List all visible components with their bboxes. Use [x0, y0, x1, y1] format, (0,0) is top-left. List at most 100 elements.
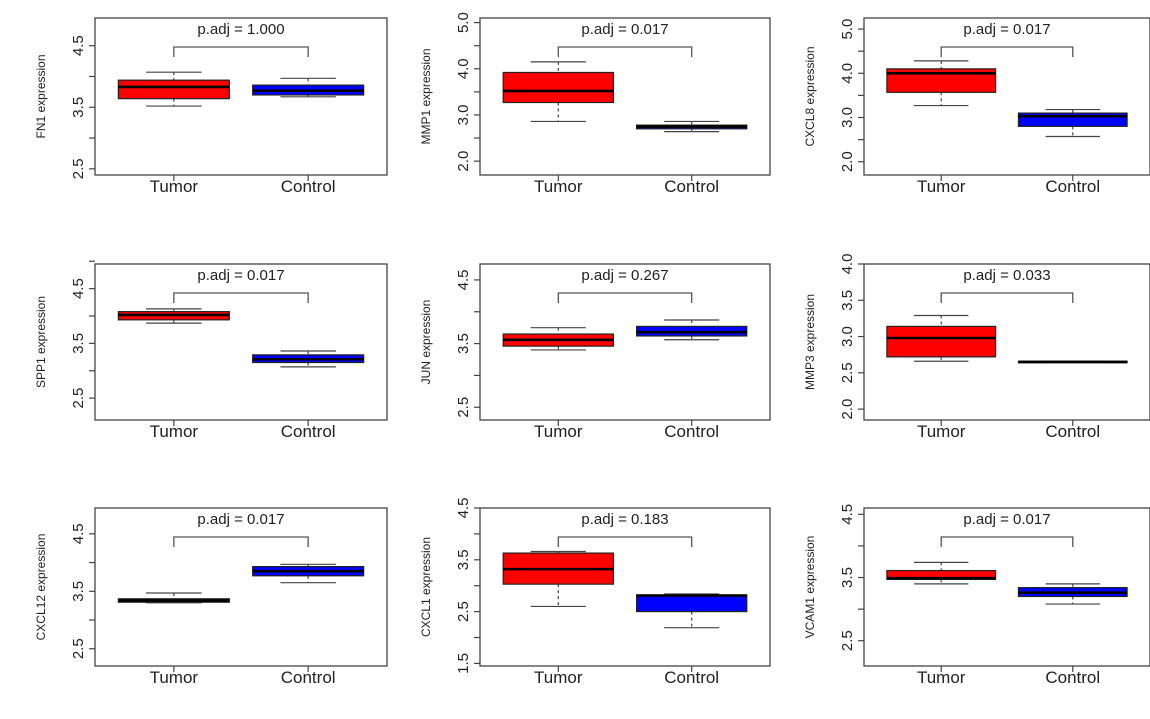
panel-vcam1: 2.5 3.5 4.5 VCAM1 expression Tumor Control p.a… [803, 504, 1150, 687]
p-adj-annotation: p.adj = 0.017 [197, 267, 284, 284]
y-tick-label: 2.5 [839, 630, 856, 651]
y-axis-label: VCAM1 expression [803, 536, 817, 639]
plot-frame [863, 263, 1150, 421]
box-tumor [502, 61, 615, 123]
panel-jun: 2.5 3.5 4.5 JUN expression Tumor Control p.adj… [419, 263, 771, 441]
significance-bracket [557, 292, 693, 303]
box-control [1017, 108, 1128, 138]
x-tick-label-control: Control [1045, 177, 1100, 196]
panel-spp1: 2.5 3.5 4.5 SPP1 expression Tumor Control p.ad… [34, 260, 388, 441]
box-control [252, 77, 365, 98]
x-tick-label-tumor: Tumor [150, 422, 199, 441]
panel-fn1: 2.5 3.5 4.5 FN1 expression Tumor Control p.adj… [34, 17, 388, 196]
p-adj-annotation: p.adj = 0.017 [197, 511, 284, 528]
y-axis-label: CXCL1 expression [419, 537, 433, 637]
box-control [252, 350, 365, 368]
y-tick-label: 2.0 [839, 151, 856, 172]
y-axis-label: SPP1 expression [34, 296, 48, 388]
y-tick-label: 4.5 [70, 523, 87, 544]
y-tick-label: 4.0 [839, 63, 856, 84]
x-tick-label-control: Control [664, 422, 719, 441]
significance-bracket [940, 46, 1074, 57]
y-tick-label: 4.0 [455, 58, 472, 79]
plot-frame [479, 17, 771, 176]
box-control [252, 563, 365, 584]
y-tick-label: 2.5 [70, 158, 87, 179]
significance-bracket [173, 292, 309, 303]
box-tumor [886, 314, 997, 362]
y-axis-label: FN1 expression [34, 54, 48, 138]
plot-frame [94, 17, 388, 176]
y-tick-label: 3.0 [839, 107, 856, 128]
x-tick-label-control: Control [281, 422, 336, 441]
box-tumor [502, 327, 615, 351]
p-adj-annotation: p.adj = 0.017 [963, 21, 1050, 38]
box-tumor [502, 550, 615, 608]
significance-bracket [173, 536, 309, 547]
p-adj-annotation: p.adj = 1.000 [197, 21, 284, 38]
y-tick-label: 2.5 [839, 362, 856, 383]
panel-mmp1: 2.0 3.0 4.0 5.0 MMP1 expression Tumor Control p… [419, 12, 771, 196]
iqr-box [502, 71, 615, 104]
x-tick-label-control: Control [281, 177, 336, 196]
y-tick-label: 2.5 [455, 397, 472, 418]
x-tick-label-control: Control [281, 668, 336, 687]
plot-frame [94, 507, 388, 667]
y-tick-label: 3.0 [455, 105, 472, 126]
panel-cxcl1: 1.5 2.5 3.5 4.5 CXCL1 expression Tumor Control… [419, 498, 771, 687]
y-tick-label: 4.5 [455, 269, 472, 290]
box-control [635, 120, 748, 133]
box-control [1017, 360, 1128, 364]
y-tick-label: 3.5 [70, 581, 87, 602]
significance-bracket [940, 292, 1074, 303]
y-tick-label: 3.5 [455, 333, 472, 354]
y-tick-label: 4.5 [839, 504, 856, 525]
box-tumor [117, 308, 230, 324]
plot-frame [94, 263, 388, 421]
y-tick-label: 3.5 [839, 567, 856, 588]
x-tick-label-tumor: Tumor [150, 668, 199, 687]
x-tick-label-tumor: Tumor [917, 668, 966, 687]
box-tumor [886, 60, 997, 107]
panel-cxcl12: 2.5 3.5 4.5 CXCL12 expression Tumor Control p.… [34, 507, 388, 687]
p-adj-annotation: p.adj = 0.033 [963, 267, 1050, 284]
y-axis-label: CXCL8 expression [803, 46, 817, 146]
box-tumor [117, 592, 230, 604]
y-tick-label: 3.5 [455, 549, 472, 570]
y-tick-label: 2.5 [455, 601, 472, 622]
y-tick-label: 4.5 [70, 278, 87, 299]
y-tick-label: 4.5 [455, 498, 472, 519]
y-tick-label: 4.5 [70, 35, 87, 56]
y-tick-label: 1.5 [455, 653, 472, 674]
y-tick-label: 2.0 [455, 151, 472, 172]
p-adj-annotation: p.adj = 0.017 [963, 511, 1050, 528]
significance-bracket [173, 46, 309, 57]
y-axis-label: MMP1 expression [419, 48, 433, 144]
y-tick-label: 4.0 [839, 254, 856, 275]
iqr-box [886, 68, 997, 93]
box-control [1017, 583, 1128, 605]
p-adj-annotation: p.adj = 0.017 [581, 21, 668, 38]
p-adj-annotation: p.adj = 0.267 [581, 267, 668, 284]
y-tick-label: 3.5 [70, 97, 87, 118]
iqr-box [117, 79, 230, 100]
box-control [635, 593, 748, 629]
box-tumor [117, 71, 230, 107]
plot-frame [479, 507, 771, 667]
panel-mmp3: 2.0 2.5 3.0 3.5 4.0 MMP3 expression Tumor Contr… [803, 254, 1150, 441]
x-tick-label-tumor: Tumor [534, 422, 583, 441]
y-tick-label: 5.0 [455, 12, 472, 33]
significance-bracket [557, 536, 693, 547]
y-axis-label: MMP3 expression [803, 294, 817, 390]
y-axis-label: JUN expression [419, 300, 433, 385]
y-tick-label: 3.5 [70, 333, 87, 354]
iqr-box [635, 594, 748, 613]
p-adj-annotation: p.adj = 0.183 [581, 511, 668, 528]
x-tick-label-tumor: Tumor [150, 177, 199, 196]
x-tick-label-tumor: Tumor [917, 177, 966, 196]
x-tick-label-tumor: Tumor [534, 668, 583, 687]
x-tick-label-control: Control [1045, 422, 1100, 441]
box-tumor [886, 561, 997, 585]
plot-frame [479, 263, 771, 421]
x-tick-label-control: Control [1045, 668, 1100, 687]
